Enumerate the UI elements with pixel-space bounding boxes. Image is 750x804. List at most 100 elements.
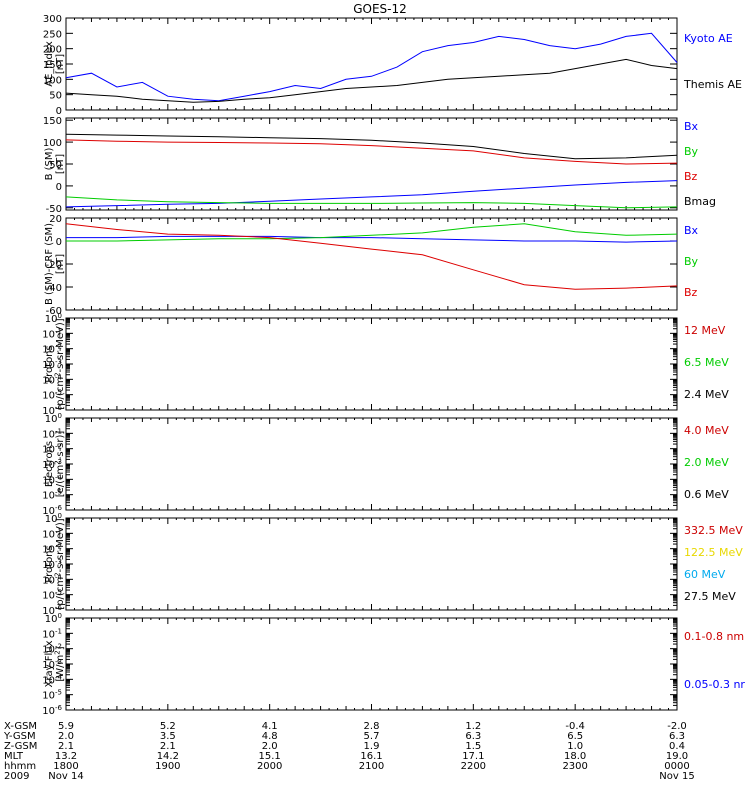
x-axis-cell: 6.3 [669, 731, 685, 742]
y-tick-label: 10-1 [42, 527, 62, 540]
x-axis-table: X-GSMY-GSMZ-GSMMLThhmm20095.92.02.113.21… [3, 721, 695, 782]
x-axis-cell: 15.1 [259, 751, 281, 762]
legend-item: Bz [684, 170, 698, 183]
y-tick-label: 100 [43, 138, 62, 149]
legend-item: 27.5 MeV [684, 590, 736, 603]
x-axis-cell: 6.5 [567, 731, 583, 742]
x-axis-cell: 6.3 [465, 731, 481, 742]
x-axis-cell: 5.9 [58, 721, 74, 732]
x-axis-cell: 2000 [257, 761, 282, 772]
x-axis-cell: 3.5 [160, 731, 176, 742]
x-axis-cell: 2200 [461, 761, 486, 772]
x-axis-cell: 0000 [664, 761, 689, 772]
y-tick-label: -50 [46, 204, 62, 215]
plot-title: GOES-12 [353, 2, 407, 16]
legend-item: 0.05-0.3 nr [684, 678, 745, 691]
x-axis-cell: 1800 [53, 761, 78, 772]
y-tick-label: 10-6 [42, 704, 62, 717]
y-tick-label: 10-2 [42, 443, 62, 456]
y-axis-label-line1: Protons [44, 345, 55, 382]
legend-item: Kyoto AE [684, 32, 733, 45]
x-axis-row-label: 2009 [4, 771, 29, 782]
y-tick-label: 10-2 [42, 543, 62, 556]
y-tick-label: 10-4 [42, 373, 62, 386]
legend-item: 6.5 MeV [684, 356, 729, 369]
legend-item: 2.0 MeV [684, 456, 729, 469]
legend-item: Bx [684, 120, 699, 133]
x-axis-cell: 1.0 [567, 741, 583, 752]
x-axis-cell: 5.7 [364, 731, 380, 742]
panel-1: 0 50 100 150 200 250 300 AE_index [nT] Kyoto AE Th… [43, 14, 742, 117]
series-line-bmag [65, 133, 678, 160]
panel-frame [65, 217, 678, 311]
series-line-bz [65, 223, 678, 290]
legend-item: Bx [684, 224, 699, 237]
y-tick-label: 50 [49, 160, 62, 171]
panel-frame [65, 417, 678, 511]
y-tick-label: 10-6 [42, 604, 62, 617]
panel-5: 10-6 10-5 10-4 10-3 10-2 10-1 100 Electrons [e/(… [42, 412, 729, 517]
y-axis-label-line2: [p/(cm2​-s-sr-MeV)] [54, 318, 67, 409]
y-tick-label: -20 [46, 260, 62, 271]
panel-frame [65, 17, 678, 111]
y-axis-label-line2: [nT] [55, 154, 66, 174]
y-axis-label-line1: Electrons [44, 441, 55, 487]
y-tick-label: 0 [56, 237, 62, 248]
panel-4: 10-610-510-410-310-210-1100Protons[p/(cm… [42, 312, 729, 417]
y-axis-label-line2: [e/(cm2​-s-sr)] [54, 431, 67, 498]
x-axis-cell: 19.0 [666, 751, 688, 762]
x-axis-cell: 5.2 [160, 721, 176, 732]
legend-item: Bz [684, 286, 698, 299]
y-axis-label: B (SM)-CRF (SM) [nT] [44, 223, 66, 305]
y-tick-label: 20 [49, 214, 62, 225]
y-tick-label: 150 [43, 116, 62, 127]
legend-item: 2.4 MeV [684, 388, 729, 401]
legend-item: Themis AE [683, 78, 742, 91]
y-tick-label: 10-5 [42, 589, 62, 602]
x-axis-cell: 13.2 [55, 751, 77, 762]
y-tick-label: -60 [46, 306, 62, 317]
y-axis-label: Protons[p/(cm2​-s-sr-MeV)] [44, 318, 66, 409]
y-tick-label: 10-5 [42, 389, 62, 402]
y-tick-label: 10-1 [42, 427, 62, 440]
legend-item: 60 MeV [684, 568, 726, 581]
y-tick-label: 10-3 [42, 458, 62, 471]
y-tick-label: 10-2 [42, 643, 62, 656]
x-axis-cell: 2.8 [364, 721, 380, 732]
x-axis-row-label: MLT [4, 751, 24, 762]
x-axis-cell: 1900 [155, 761, 180, 772]
series-line-bx [65, 180, 678, 208]
x-axis-cell: 2.1 [58, 741, 74, 752]
x-axis-cell: -0.4 [565, 721, 585, 732]
y-tick-label: 10-4 [42, 473, 62, 486]
x-axis-cell: 2.1 [160, 741, 176, 752]
legend-item: Bmag [684, 195, 716, 208]
panel-frame [65, 617, 678, 711]
series-line-bx [66, 235, 678, 243]
y-axis-label: Electrons[e/(cm2​-s-sr)] [44, 431, 66, 498]
x-axis-cell: -2.0 [667, 721, 687, 732]
panel-frame [65, 517, 678, 611]
x-axis-cell: 2.0 [262, 741, 278, 752]
y-tick-label: 0 [56, 106, 62, 117]
legend-item: By [684, 255, 699, 268]
y-tick-label: 10-2 [42, 343, 62, 356]
y-axis-label: AE_index [nT] [44, 41, 66, 87]
series-line-by [65, 196, 678, 209]
y-tick-label: 10-5 [42, 489, 62, 502]
y-tick-label: 100 [45, 312, 62, 325]
y-axis-label: Xray Flux[W/m2​] [44, 640, 66, 687]
x-axis-cell: Nov 14 [48, 771, 83, 782]
y-axis-label-line2: [nT] [55, 254, 66, 274]
panel-6: 10-610-510-410-310-210-1100Protons[p/(cm… [42, 512, 743, 617]
series-line-themis-ae [65, 58, 678, 103]
legend-item: By [684, 145, 699, 158]
y-tick-label: 10-3 [42, 558, 62, 571]
y-tick-label: 100 [45, 412, 62, 425]
y-tick-label: 10-4 [42, 573, 62, 586]
y-tick-label: 10-6 [42, 504, 62, 517]
x-axis-cell: 2300 [562, 761, 587, 772]
